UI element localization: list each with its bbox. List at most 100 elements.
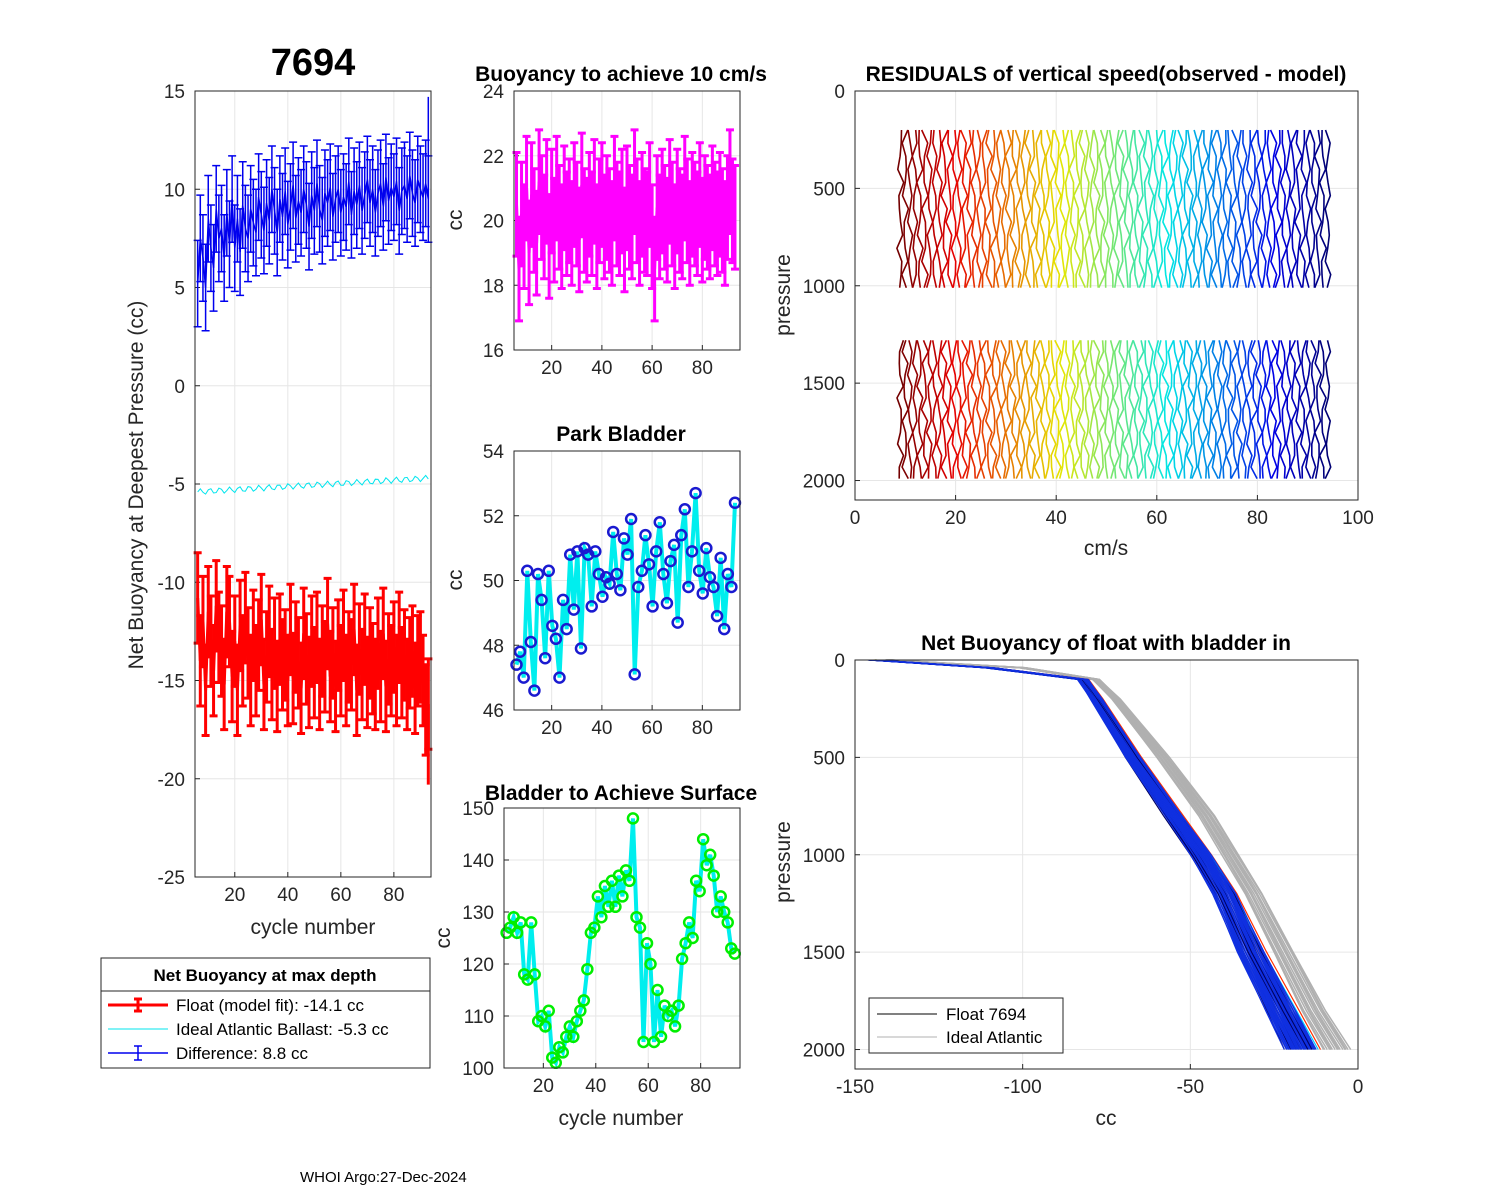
park-bladder-marker: [725, 580, 738, 594]
park-bladder-marker: [571, 545, 584, 558]
y-tick-label: 110: [464, 1007, 494, 1028]
bladder-surface-marker: [588, 921, 601, 934]
x-tick-label: 0: [850, 508, 861, 529]
residual-profile: [970, 129, 978, 288]
residual-profile: [1009, 340, 1018, 479]
residual-profile: [1000, 339, 1007, 479]
bladder-surface-marker: [591, 890, 605, 903]
buoyancy-10cms-line: [515, 181, 737, 270]
bladder-surface-marker: [538, 1020, 552, 1033]
axes-frame: [854, 90, 1359, 501]
bladder-surface-marker: [528, 968, 541, 981]
park-bladder-marker: [510, 658, 523, 671]
legend-net-buoyancy: Net Buoyancy at max depth Float (model f…: [100, 957, 431, 1069]
p4-title: Bladder to Achieve Surface: [485, 782, 757, 805]
p1-xlabel: cycle number: [251, 916, 376, 939]
y-tick-label: 0: [834, 651, 845, 672]
residual-profile: [1205, 339, 1215, 479]
park-bladder-marker: [542, 564, 555, 578]
residual-profile: [1092, 339, 1101, 479]
park-bladder-marker: [649, 545, 663, 558]
residual-profile: [1279, 129, 1288, 288]
residual-profile: [1200, 340, 1209, 479]
legend-float-label: Float (model fit): -14.1 cc: [176, 996, 365, 1015]
y-tick-label: 1500: [803, 374, 845, 395]
residual-profile: [1141, 129, 1151, 288]
park-bladder-marker: [556, 593, 570, 607]
y-tick-label: 130: [462, 903, 494, 924]
residual-profile: [1313, 129, 1323, 288]
x-tick-label: 60: [642, 718, 663, 739]
residual-profile: [1245, 340, 1253, 479]
residual-profile: [1274, 340, 1283, 479]
park-bladder-marker: [546, 619, 559, 633]
residual-profile: [1294, 340, 1303, 479]
bladder-surface-marker: [714, 890, 727, 903]
bladder-in-panel: Net Buoyancy of float with bladder in pr…: [772, 632, 1363, 1130]
y-tick-label: 50: [483, 572, 504, 593]
legend-float-swatch: [108, 997, 168, 1013]
residual-profile: [931, 340, 938, 479]
bladder-surface-marker: [700, 858, 713, 872]
y-tick-label: 46: [483, 701, 504, 722]
y-tick-label: 2000: [803, 472, 845, 493]
residual-profile: [964, 340, 974, 479]
residual-profile: [1235, 340, 1243, 479]
park-bladder-marker: [513, 645, 527, 658]
bladder-surface-marker: [654, 1030, 668, 1044]
park-bladder-marker: [560, 622, 573, 636]
park-bladder-marker: [589, 545, 602, 558]
x-tick-label: 40: [585, 1076, 606, 1097]
residual-profile: [1285, 129, 1292, 288]
residual-profile: [1269, 339, 1279, 479]
park-bladder-marker: [667, 538, 681, 552]
residual-profile: [1136, 129, 1146, 288]
residual-profile: [1014, 129, 1023, 288]
legend-bladder-in: Float 7694 Ideal Atlantic: [868, 997, 1064, 1054]
x-tick-label: 40: [591, 718, 612, 739]
footer-text: WHOI Argo:27-Dec-2024: [300, 1169, 467, 1186]
p6-xlabel: cc: [1096, 1107, 1117, 1130]
bladder-surface-marker: [696, 832, 710, 846]
residual-profile: [1274, 129, 1283, 288]
bladder-surface-marker: [560, 1030, 573, 1044]
y-tick-label: 24: [483, 82, 505, 103]
residual-profile: [1102, 340, 1111, 479]
park-bladder-marker: [721, 567, 735, 581]
residual-profile: [1112, 129, 1121, 288]
park-bladder-marker: [610, 567, 624, 581]
y-tick-label: 100: [462, 1059, 494, 1080]
bladder-surface-marker: [574, 1004, 587, 1018]
park-bladder-marker: [617, 532, 631, 545]
x-tick-label: 40: [1046, 508, 1067, 529]
p6-title: Net Buoyancy of float with bladder in: [921, 632, 1291, 655]
bladder-surface-marker: [721, 916, 734, 929]
bladder-surface-marker: [570, 1014, 584, 1028]
residual-profile: [1083, 129, 1091, 288]
y-tick-label: 2000: [803, 1041, 845, 1062]
x-tick-label: -150: [836, 1077, 874, 1098]
x-tick-label: 60: [642, 358, 663, 379]
y-tick-label: 1500: [803, 943, 845, 964]
bladder-surface-marker: [686, 931, 699, 945]
legend2-float-label: Float 7694: [946, 1005, 1026, 1024]
residual-profile: [970, 340, 978, 479]
residual-profile: [975, 340, 983, 479]
park-bladder-marker: [614, 583, 627, 597]
residual-profile: [1122, 340, 1131, 479]
residual-profile: [1028, 129, 1038, 288]
residual-profile: [1289, 339, 1298, 479]
residual-profile: [959, 129, 969, 288]
bladder-surface-marker: [616, 890, 629, 903]
ideal-ballast-line: [197, 474, 429, 495]
residual-profile: [1044, 129, 1052, 288]
y-tick-label: 120: [462, 955, 494, 976]
residual-profile: [1166, 129, 1175, 288]
x-tick-label: 0: [1353, 1077, 1364, 1098]
residual-profile: [1324, 340, 1332, 479]
residual-profile: [1230, 129, 1239, 288]
bladder-surface-marker: [707, 869, 720, 882]
axes-frame: [194, 90, 432, 878]
residual-profile: [1191, 340, 1200, 479]
residual-profile: [1185, 339, 1195, 479]
